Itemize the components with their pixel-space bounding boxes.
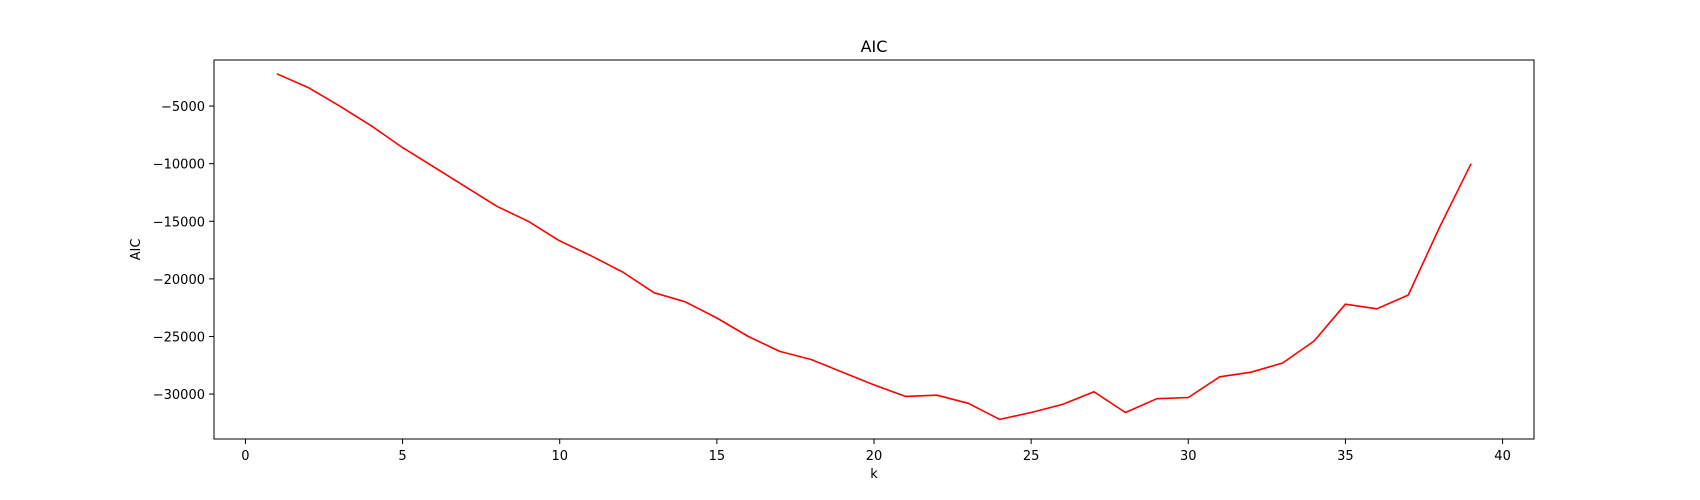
x-tick-label: 5 [398,449,406,464]
x-tick-label: 15 [709,449,726,464]
y-tick-label: −15000 [153,215,205,230]
y-tick-label: −20000 [153,273,205,288]
y-tick-label: −5000 [161,100,205,115]
plot-frame [213,59,1535,440]
x-tick-label: 30 [1180,449,1197,464]
x-tick-label: 0 [241,449,249,464]
y-tick-label: −10000 [153,158,205,173]
y-tick-label: −30000 [153,388,205,403]
y-axis-label: AIC [129,239,144,261]
x-tick-label: 25 [1023,449,1040,464]
x-tick-label: 20 [866,449,883,464]
chart-title: AIC [861,37,888,56]
x-axis-label: k [870,467,878,482]
x-tick-label: 40 [1494,449,1511,464]
y-tick-label: −25000 [153,330,205,345]
aic-series-line [276,73,1472,421]
series-layer [276,73,1472,421]
x-tick-label: 35 [1337,449,1354,464]
x-tick-label: 10 [551,449,568,464]
x-axis-ticks: 0 5 10 15 20 25 30 35 40 [241,439,1511,464]
y-axis-ticks: −30000 −25000 −20000 −15000 −10000 −5000 [153,100,214,403]
